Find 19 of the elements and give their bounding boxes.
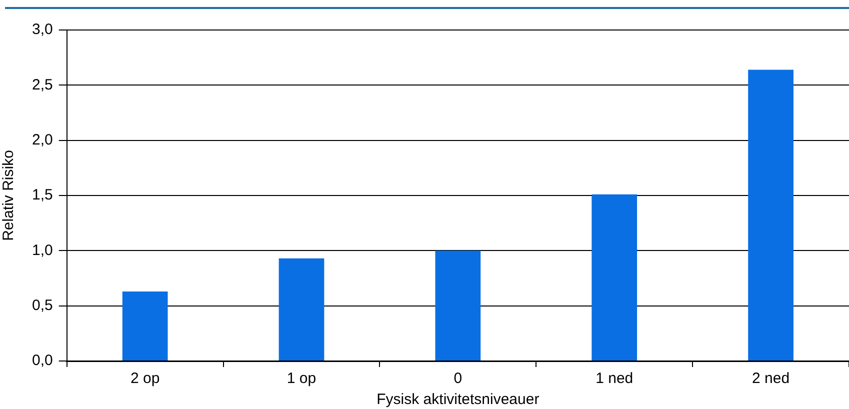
x-tick-label: 0 (454, 370, 462, 388)
y-tick-label: 0,0 (32, 352, 53, 370)
y-tick-label: 1,0 (32, 242, 53, 259)
y-tick-label: 1,5 (32, 186, 53, 204)
y-tick-label: 2,0 (32, 131, 53, 148)
x-axis-title: Fysisk aktivitetsniveauer (376, 391, 540, 408)
y-tick-label: 3,0 (32, 21, 53, 38)
y-tick-label: 0,5 (32, 296, 53, 314)
bar (592, 194, 638, 360)
x-tick-label: 1 op (286, 370, 316, 388)
y-tick-label: 2,5 (32, 76, 53, 94)
bar (748, 70, 794, 360)
x-tick-label: 1 ned (596, 370, 634, 388)
y-axis-title: Relativ Risiko (0, 150, 18, 241)
bar (435, 250, 481, 360)
bar (278, 258, 324, 360)
x-tick-label: 2 ned (752, 370, 790, 388)
bar (122, 291, 168, 360)
x-tick-label: 2 op (130, 370, 160, 388)
